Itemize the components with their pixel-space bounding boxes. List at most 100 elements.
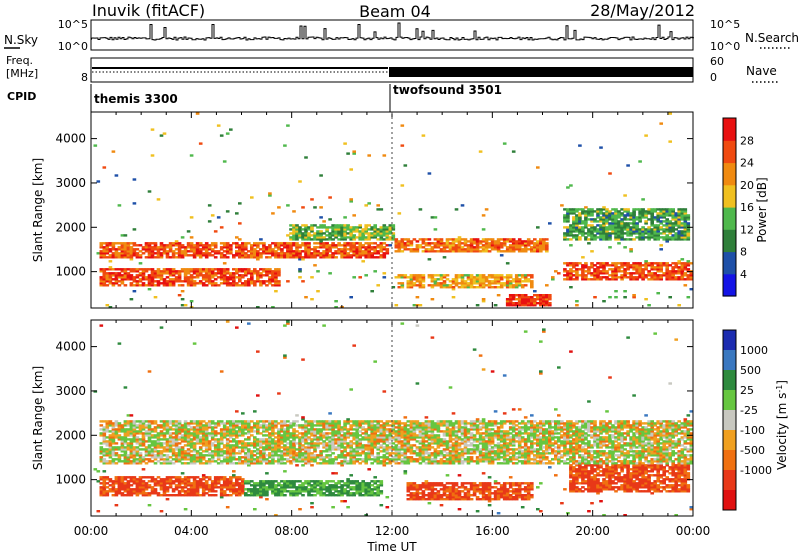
- echo-cell: [256, 306, 260, 308]
- echo-cell: [180, 478, 185, 481]
- echo-cell: [180, 488, 185, 491]
- echo-cell: [126, 490, 131, 493]
- echo-cell: [322, 252, 326, 255]
- echo-cell: [439, 286, 444, 289]
- echo-cell: [171, 440, 176, 443]
- echo-cell: [129, 414, 134, 417]
- echo-cell: [608, 296, 612, 299]
- power-cells: [93, 112, 693, 308]
- echo-cell: [298, 232, 302, 235]
- echo-cell: [183, 508, 188, 511]
- echo-cell: [328, 454, 332, 457]
- echo-cell: [337, 238, 341, 241]
- echo-cell: [337, 228, 341, 231]
- echo-cell: [517, 284, 522, 287]
- echo-cell: [331, 484, 335, 487]
- echo-cell: [247, 272, 251, 275]
- echo-cell: [499, 244, 504, 247]
- echo-cell: [539, 300, 543, 303]
- echo-cell: [201, 432, 206, 435]
- echo-cell: [337, 234, 341, 237]
- echo-cell: [244, 272, 248, 275]
- echo-cell: [156, 282, 161, 285]
- echo-cell: [126, 484, 131, 487]
- echo-cell: [313, 488, 317, 491]
- nsky-top-tick: 10^5: [58, 18, 88, 31]
- echo-cell: [680, 272, 685, 275]
- echo-cell: [629, 228, 633, 231]
- echo-cell: [265, 438, 269, 441]
- echo-cell: [256, 462, 260, 465]
- echo-cell: [343, 238, 347, 241]
- echo-cell: [105, 244, 110, 247]
- nsearch-top-tick: 10^5: [710, 18, 740, 31]
- echo-cell: [253, 284, 257, 287]
- echo-cell: [241, 440, 245, 443]
- echo-cell: [373, 270, 378, 273]
- echo-cell: [244, 268, 248, 271]
- echo-cell: [105, 460, 110, 463]
- echo-cell: [641, 268, 645, 271]
- echo-cell: [232, 242, 236, 245]
- echo-cell: [665, 240, 670, 243]
- echo-cell: [253, 282, 257, 285]
- echo-cell: [439, 240, 444, 243]
- echo-cell: [262, 492, 266, 495]
- echo-cell: [674, 264, 679, 267]
- echo-cell: [551, 278, 555, 281]
- echo-cell: [499, 278, 504, 281]
- echo-cell: [304, 450, 308, 453]
- echo-cell: [183, 484, 188, 487]
- echo-cell: [448, 244, 453, 247]
- echo-cell: [183, 430, 188, 433]
- echo-cell: [162, 450, 167, 453]
- echo-cell: [213, 480, 218, 483]
- echo-cell: [608, 234, 612, 237]
- echo-cell: [358, 276, 363, 279]
- echo-cell: [539, 248, 543, 251]
- echo-cell: [135, 492, 140, 495]
- echo-cell: [195, 490, 200, 493]
- echo-cell: [283, 454, 287, 457]
- echo-cell: [545, 244, 549, 247]
- echo-cell: [647, 264, 651, 267]
- echo-cell: [144, 424, 149, 427]
- echo-cell: [668, 238, 673, 241]
- echo-cell: [141, 486, 146, 489]
- echo-cell: [292, 422, 296, 425]
- echo-cell: [358, 224, 363, 227]
- echo-cell: [204, 424, 209, 427]
- echo-cell: [463, 284, 468, 287]
- echo-cell: [207, 448, 212, 451]
- echo-cell: [286, 446, 290, 449]
- echo-cell: [316, 250, 320, 253]
- echo-cell: [352, 246, 357, 249]
- echo-cell: [102, 252, 107, 255]
- echo-cell: [204, 436, 209, 439]
- echo-cell: [274, 256, 278, 259]
- echo-cell: [349, 200, 354, 203]
- echo-cell: [162, 250, 167, 253]
- echo-cell: [247, 490, 251, 493]
- echo-cell: [454, 208, 459, 211]
- echo-cell: [427, 244, 432, 247]
- echo-cell: [271, 460, 275, 463]
- echo-cell: [265, 472, 269, 475]
- echo-cell: [581, 278, 585, 281]
- echo-cell: [256, 280, 260, 283]
- echo-cell: [277, 422, 281, 425]
- echo-cell: [265, 498, 269, 501]
- echo-cell: [343, 242, 347, 245]
- echo-cell: [292, 450, 296, 453]
- echo-cell: [295, 436, 299, 439]
- echo-cell: [189, 476, 194, 479]
- echo-cell: [99, 256, 104, 259]
- station-title: Inuvik (fitACF): [92, 1, 205, 20]
- echo-cell: [433, 282, 438, 285]
- echo-cell: [280, 438, 284, 441]
- echo-cell: [174, 420, 179, 423]
- echo-cell: [683, 262, 688, 265]
- echo-cell: [138, 484, 143, 487]
- echo-cell: [620, 208, 624, 211]
- echo-cell: [153, 242, 158, 245]
